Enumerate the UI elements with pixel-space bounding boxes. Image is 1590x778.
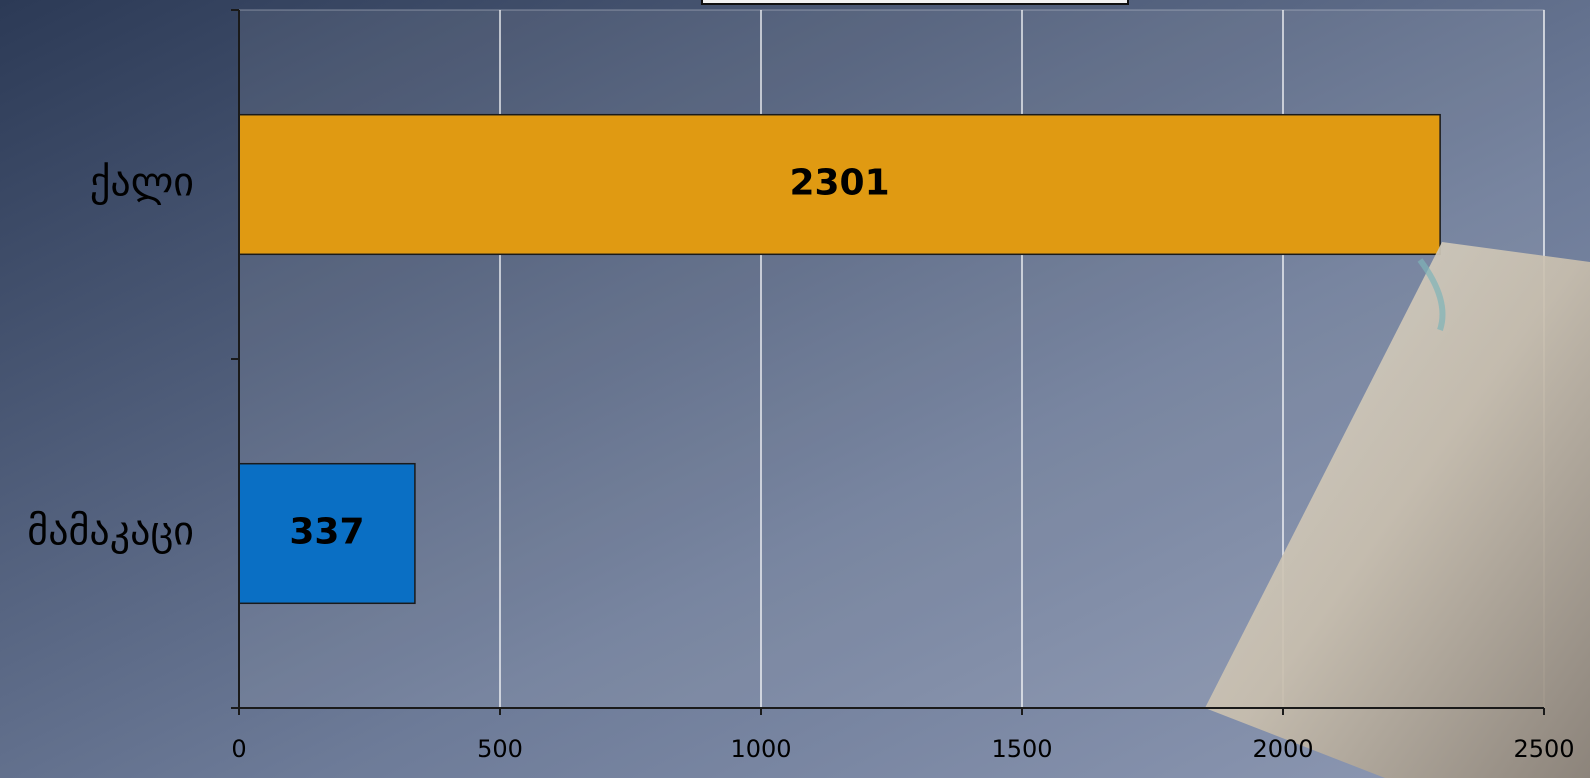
bar (238, 113, 1441, 256)
category-label: მამაკაცი (27, 509, 194, 555)
x-tick-label: 1000 (730, 735, 791, 763)
photo-overlay (1205, 242, 1590, 778)
bar (238, 462, 416, 605)
x-tick-label: 2500 (1513, 735, 1574, 763)
x-tick-label: 1500 (991, 735, 1052, 763)
category-label: ქალი (90, 160, 194, 206)
value-label: 337 (289, 512, 364, 553)
x-tick-label: 500 (477, 735, 523, 763)
photo-detail (1417, 258, 1446, 331)
value-label: 2301 (789, 163, 889, 204)
title-box (701, 0, 1129, 5)
x-tick-label: 2000 (1252, 735, 1313, 763)
x-tick-label: 0 (231, 735, 246, 763)
